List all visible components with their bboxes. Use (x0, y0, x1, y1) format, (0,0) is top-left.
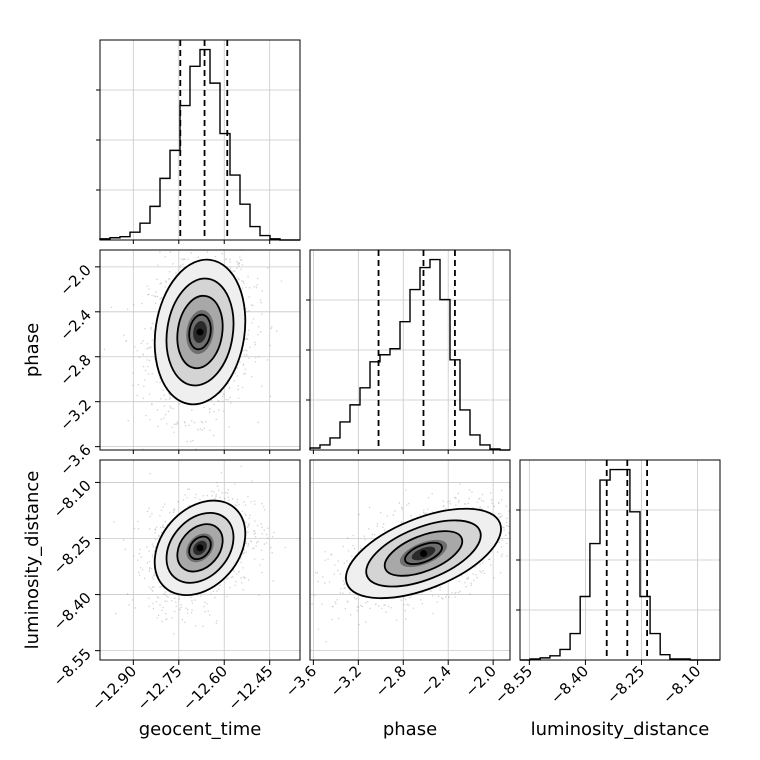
hist-panel-luminosity_distance (516, 459, 721, 661)
pair-frame (99, 459, 301, 661)
pair-content (310, 460, 510, 660)
y-axis-phase: −3.6 −3.2 −2.8 −2.4 −2.0 phase (22, 261, 100, 479)
pair-panel-phase-luminosity_distance (309, 459, 511, 661)
contour-2 (176, 523, 224, 573)
pair-panel-geocent_time-luminosity_distance (99, 459, 301, 661)
pair-panel-geocent_time-phase (99, 249, 301, 451)
y-tick-label: −3.6 (56, 441, 94, 479)
x-tick-label: −8.10 (659, 662, 704, 707)
y-axis-label-luminosity_distance: luminosity_distance (22, 471, 43, 650)
hist-panel-geocent_time (96, 39, 301, 241)
y-tick-label: −8.40 (50, 589, 95, 634)
y-axis-luminosity_distance: −8.55 −8.40 −8.25 −8.10 luminosity_distance (22, 471, 100, 690)
contour-3 (404, 541, 443, 566)
x-axis-geocent_time: −12.90−12.75−12.60−12.45 geocent_time (88, 660, 277, 740)
pair-frame (309, 459, 511, 661)
pair-content (100, 250, 300, 450)
y-tick-label: −8.25 (50, 533, 95, 578)
contour-2 (176, 294, 224, 370)
x-axis-luminosity_distance: −8.55 −8.40 −8.25 −8.10 luminosity_distance (491, 660, 709, 740)
x-tick-label: −8.40 (547, 662, 592, 707)
contour-1 (165, 277, 235, 387)
density-peak (419, 549, 427, 557)
hist-frame-phase (309, 249, 511, 451)
density-peak (196, 328, 204, 336)
contour-1 (165, 511, 235, 584)
hist-panel-phase (306, 249, 511, 451)
pair-content (100, 460, 300, 660)
y-tick-label: −8.55 (50, 645, 95, 690)
hist-frame-luminosity_distance (519, 459, 721, 661)
x-tick-label: −12.75 (134, 662, 186, 714)
contour-2 (383, 530, 464, 577)
x-tick-label: −3.2 (327, 662, 365, 700)
y-tick-label: −2.8 (56, 351, 94, 389)
x-tick-label: −3.6 (282, 662, 320, 700)
contour-0 (153, 258, 247, 406)
x-axis-label-luminosity_distance: luminosity_distance (531, 719, 710, 740)
histogram-geocent_time (99, 48, 300, 241)
x-tick-label: −2.8 (372, 662, 410, 700)
histogram-luminosity_distance (520, 468, 720, 661)
hist-frame-geocent_time (99, 39, 301, 241)
x-tick-label: −12.45 (225, 662, 277, 714)
x-tick-label: −12.90 (88, 662, 140, 714)
density-peak (196, 544, 204, 552)
contour-0 (153, 499, 247, 597)
contour-3 (188, 313, 212, 351)
y-tick-label: −2.4 (56, 306, 94, 344)
y-tick-label: −3.2 (56, 396, 94, 434)
contour-0 (345, 507, 502, 600)
x-axis-label-geocent_time: geocent_time (139, 719, 262, 740)
y-tick-label: −8.10 (50, 477, 95, 522)
y-tick-label: −2.0 (56, 261, 94, 299)
contour-3 (188, 535, 212, 561)
x-tick-label: −12.60 (179, 662, 231, 714)
contour-1 (365, 519, 482, 588)
x-tick-label: −8.55 (491, 662, 536, 707)
x-tick-label: −8.25 (603, 662, 648, 707)
x-tick-label: −2.4 (417, 662, 455, 700)
pair-frame (99, 249, 301, 451)
x-axis-label-phase: phase (383, 719, 437, 740)
histogram-phase (309, 258, 510, 451)
y-axis-label-phase: phase (22, 323, 43, 377)
